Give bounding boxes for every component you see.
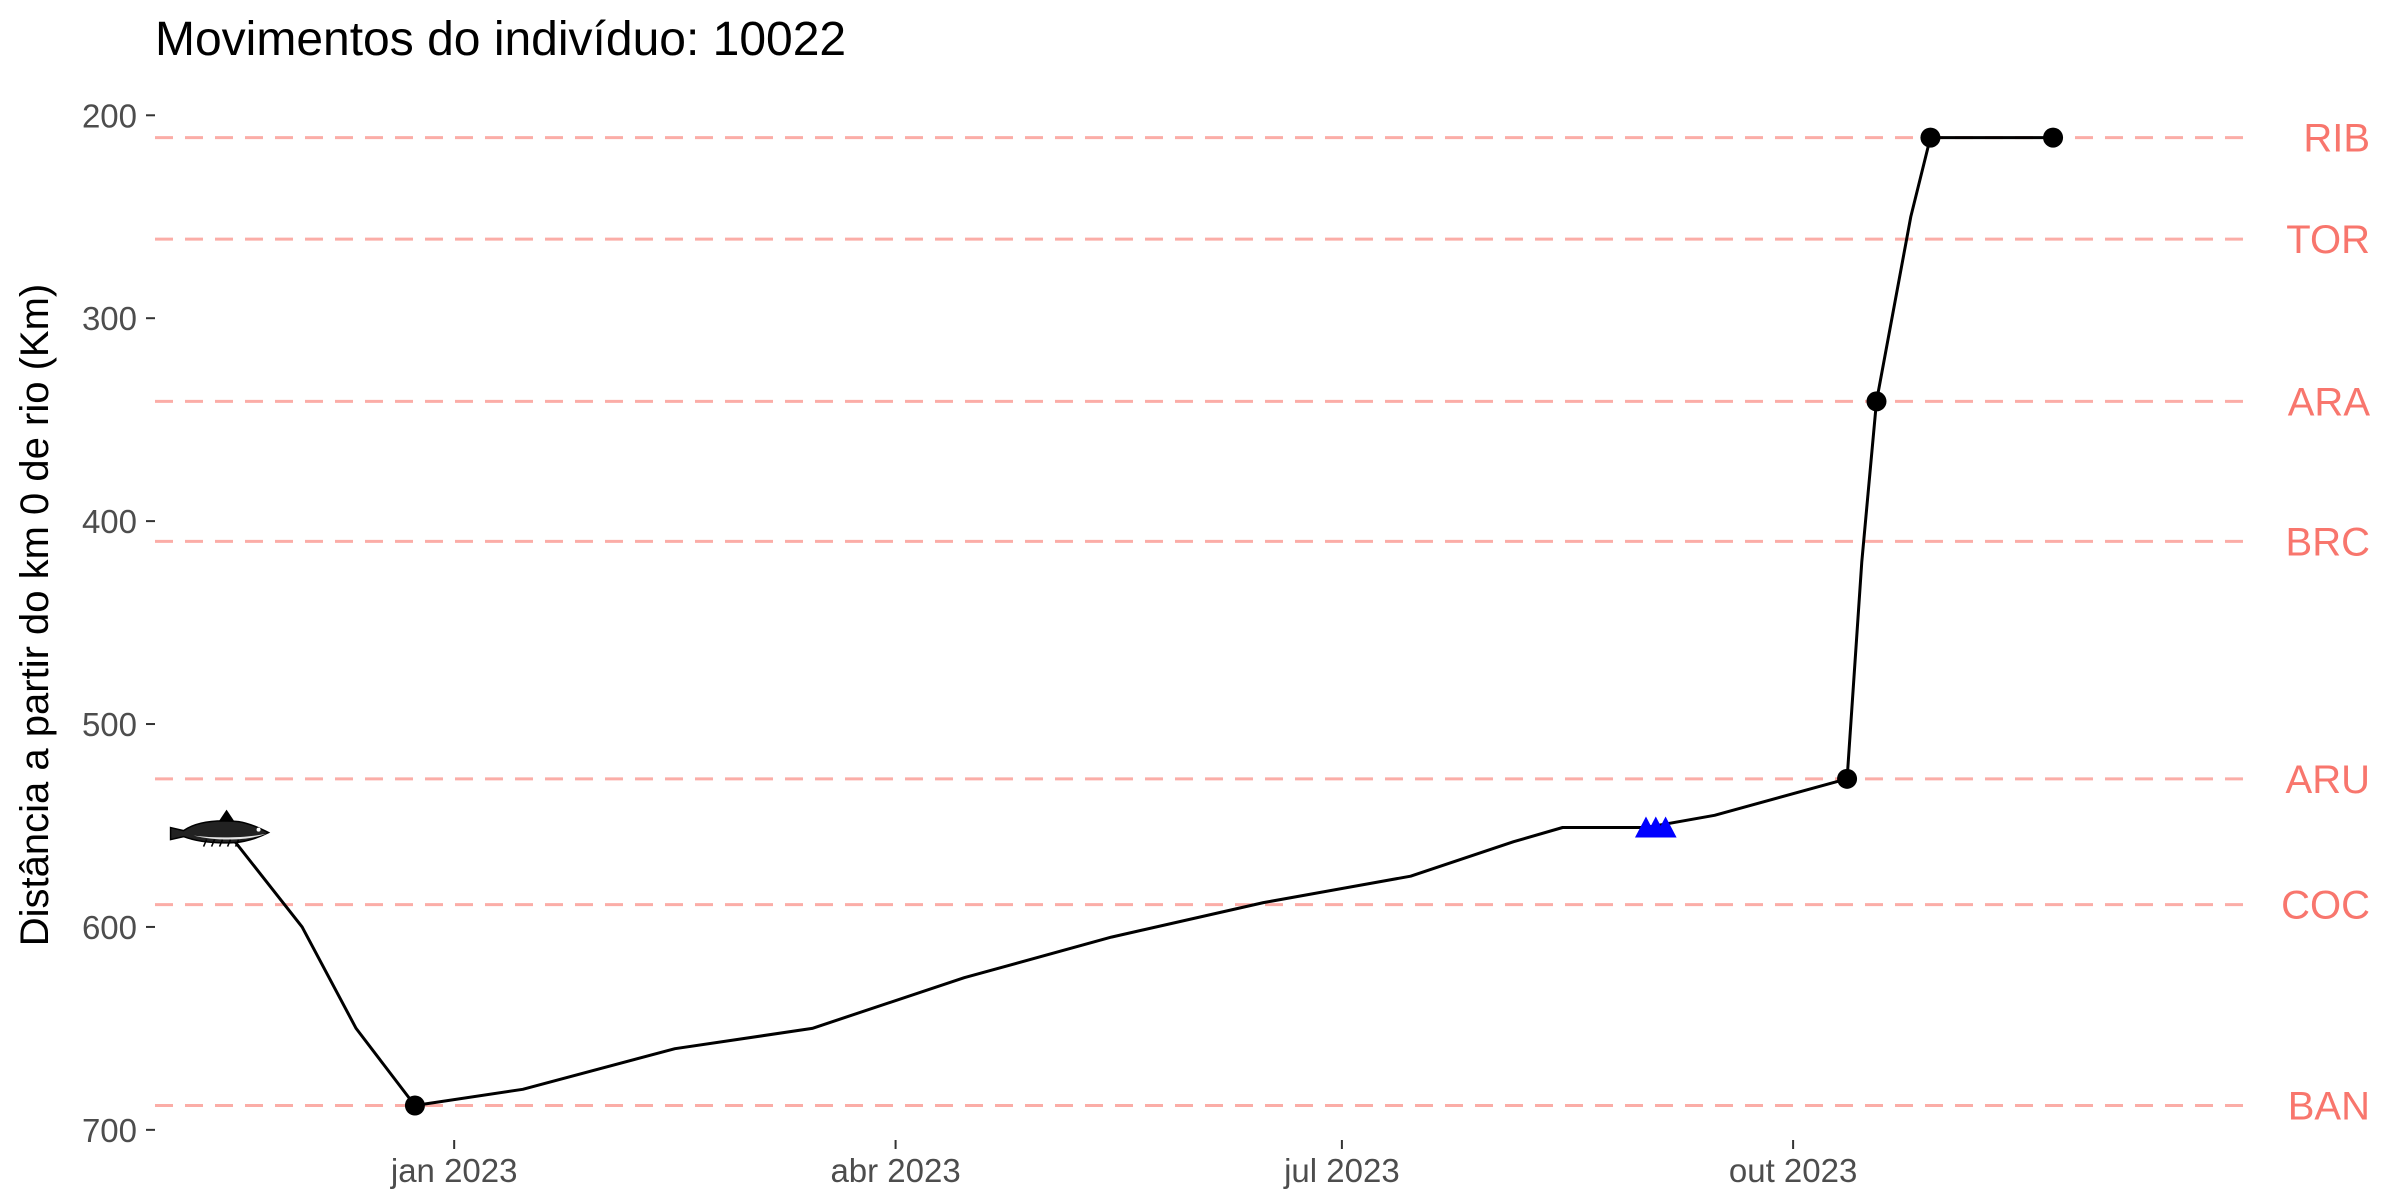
site-label: ARU (2286, 758, 2370, 802)
detection-point (404, 1095, 425, 1116)
y-tick-label: 600 (82, 909, 137, 946)
site-label: BAN (2288, 1085, 2370, 1129)
series-layer (169, 127, 2064, 1116)
fish-fin-ray (226, 839, 232, 847)
chart-title: Movimentos do indivíduo: 10022 (155, 13, 846, 66)
fish-fin-ray (210, 839, 216, 847)
x-tick-label: abr 2023 (830, 1152, 960, 1189)
reference-lines: RIB TOR ARA BRC ARU COC BAN (155, 117, 2370, 1129)
fish-fin-ray (234, 839, 240, 847)
y-tick-label: 500 (82, 706, 137, 743)
fish-icon (169, 809, 271, 847)
x-axis: jan 2023 abr 2023 jul 2023 out 2023 (390, 1140, 1857, 1189)
site-label: RIB (2303, 117, 2370, 161)
y-axis-label: Distância a partir do km 0 de rio (Km) (13, 284, 57, 946)
x-tick-label: jan 2023 (390, 1152, 518, 1189)
movement-line (227, 136, 2054, 1107)
y-axis: 200 300 400 500 600 700 (82, 97, 155, 1149)
detection-point (1866, 391, 1887, 412)
fish-belly (193, 833, 267, 840)
fish-dorsal-fin (218, 809, 235, 822)
triangle-point (1654, 816, 1677, 838)
fish-eye (256, 827, 261, 832)
detection-point (1920, 127, 1941, 148)
x-tick-label: jul 2023 (1283, 1152, 1400, 1189)
y-tick-label: 200 (82, 97, 137, 134)
site-label: ARA (2288, 380, 2371, 424)
fish-body (169, 820, 271, 844)
detection-point (1837, 768, 1858, 789)
y-tick-label: 400 (82, 503, 137, 540)
site-label: TOR (2286, 218, 2370, 262)
site-label: COC (2281, 884, 2370, 928)
fish-fin-ray (202, 839, 208, 847)
x-tick-label: out 2023 (1729, 1152, 1857, 1189)
y-tick-label: 700 (82, 1112, 137, 1149)
site-label: BRC (2286, 520, 2370, 564)
fish-fin-ray (218, 839, 224, 847)
y-tick-label: 300 (82, 300, 137, 337)
detection-point (2043, 127, 2064, 148)
